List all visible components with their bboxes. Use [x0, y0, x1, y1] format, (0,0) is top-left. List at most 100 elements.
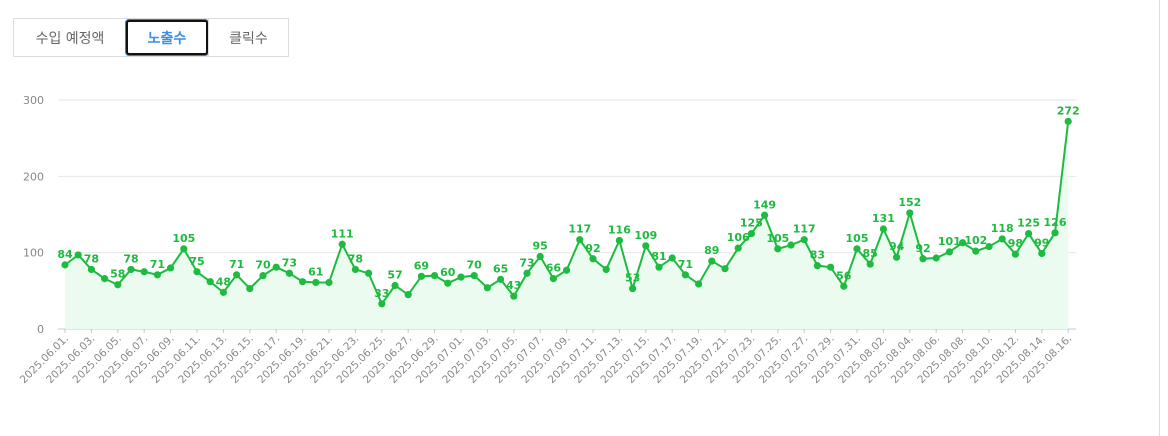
data-point — [985, 242, 993, 251]
data-point — [629, 284, 637, 293]
data-point — [747, 229, 756, 238]
data-label: 109 — [634, 229, 657, 242]
series-area-fill — [65, 121, 1069, 329]
data-label: 73 — [282, 256, 297, 269]
data-label: 92 — [915, 242, 930, 255]
data-point — [972, 247, 980, 255]
data-point — [959, 239, 967, 247]
data-label: 94 — [889, 240, 905, 253]
data-point — [695, 280, 703, 288]
data-point — [1025, 229, 1033, 238]
data-label: 58 — [110, 268, 125, 281]
panel-right-border — [1159, 0, 1160, 436]
data-label: 75 — [189, 255, 204, 268]
data-point — [101, 275, 109, 283]
data-point — [325, 278, 333, 287]
data-label: 125 — [1017, 217, 1040, 230]
data-label: 71 — [150, 258, 165, 271]
data-point — [417, 272, 425, 280]
tab-clicks[interactable]: 클릭수 — [208, 19, 288, 56]
data-label: 106 — [727, 231, 750, 244]
data-label: 89 — [704, 244, 719, 257]
data-label: 57 — [387, 268, 402, 281]
data-label: 48 — [216, 275, 231, 288]
data-point — [800, 236, 808, 244]
y-tick-label: 300 — [23, 94, 44, 107]
data-point — [668, 254, 676, 262]
data-label: 95 — [533, 239, 548, 252]
data-point — [853, 245, 861, 253]
x-axis: 2025.06.01.2025.06.03.2025.06.05.2025.06… — [18, 329, 1074, 386]
data-point — [602, 265, 610, 274]
data-label: 101 — [938, 235, 961, 248]
data-point — [193, 268, 201, 276]
data-point — [998, 235, 1006, 243]
data-point — [642, 242, 650, 250]
data-label: 81 — [651, 250, 666, 263]
data-label: 117 — [568, 223, 591, 236]
data-label: 66 — [546, 262, 562, 275]
data-label: 78 — [84, 252, 99, 265]
data-point — [259, 271, 267, 280]
data-point — [615, 236, 624, 245]
data-point — [708, 257, 716, 265]
data-point — [827, 263, 835, 271]
data-label: 83 — [810, 249, 825, 262]
data-point — [219, 288, 227, 296]
metric-tab-group: 수입 예정액 노출수 클릭수 — [13, 18, 289, 57]
data-label: 85 — [863, 247, 878, 260]
data-point — [206, 278, 214, 286]
data-point — [721, 265, 729, 273]
data-point — [285, 269, 293, 277]
data-label: 111 — [331, 227, 354, 240]
data-label: 78 — [123, 252, 138, 265]
data-point — [272, 263, 280, 271]
data-point — [114, 281, 122, 289]
y-tick-label: 0 — [37, 323, 44, 336]
data-point — [167, 264, 175, 272]
data-point — [140, 268, 148, 276]
data-label: 60 — [440, 266, 456, 279]
data-label: 98 — [1008, 237, 1023, 250]
data-point — [365, 269, 373, 277]
data-label: 105 — [846, 232, 869, 245]
data-point — [61, 261, 69, 269]
data-point — [906, 209, 914, 217]
tab-impressions[interactable]: 노출수 — [126, 20, 208, 55]
data-label: 69 — [414, 259, 429, 272]
data-label: 126 — [1044, 216, 1067, 229]
data-point — [681, 271, 690, 279]
data-point — [1038, 249, 1046, 258]
y-axis: 0 100 200 300 — [23, 94, 44, 336]
data-point — [233, 271, 241, 279]
data-point — [563, 266, 571, 274]
data-label: 152 — [898, 196, 921, 209]
tab-expected-revenue[interactable]: 수입 예정액 — [35, 30, 105, 47]
data-label: 70 — [255, 259, 271, 272]
data-label: 56 — [836, 269, 852, 282]
data-label: 33 — [374, 287, 389, 300]
data-point — [813, 262, 822, 270]
data-label: 65 — [493, 262, 508, 275]
data-label: 78 — [348, 252, 363, 265]
data-point — [576, 236, 584, 244]
data-label: 70 — [467, 259, 483, 272]
data-point — [549, 275, 558, 283]
data-point — [589, 255, 597, 263]
data-label: 105 — [172, 232, 195, 245]
data-label: 84 — [57, 248, 73, 261]
data-label: 131 — [872, 212, 895, 225]
data-point — [536, 252, 544, 261]
data-point — [457, 273, 465, 281]
data-point — [431, 271, 439, 280]
data-label: 71 — [229, 258, 244, 271]
data-label: 272 — [1057, 104, 1080, 117]
data-label: 92 — [585, 242, 600, 255]
data-point — [299, 278, 307, 286]
data-point — [1064, 117, 1072, 125]
data-point — [734, 244, 742, 252]
data-point — [338, 240, 346, 248]
data-point — [774, 245, 782, 253]
data-point — [312, 278, 320, 287]
data-point — [932, 254, 940, 262]
